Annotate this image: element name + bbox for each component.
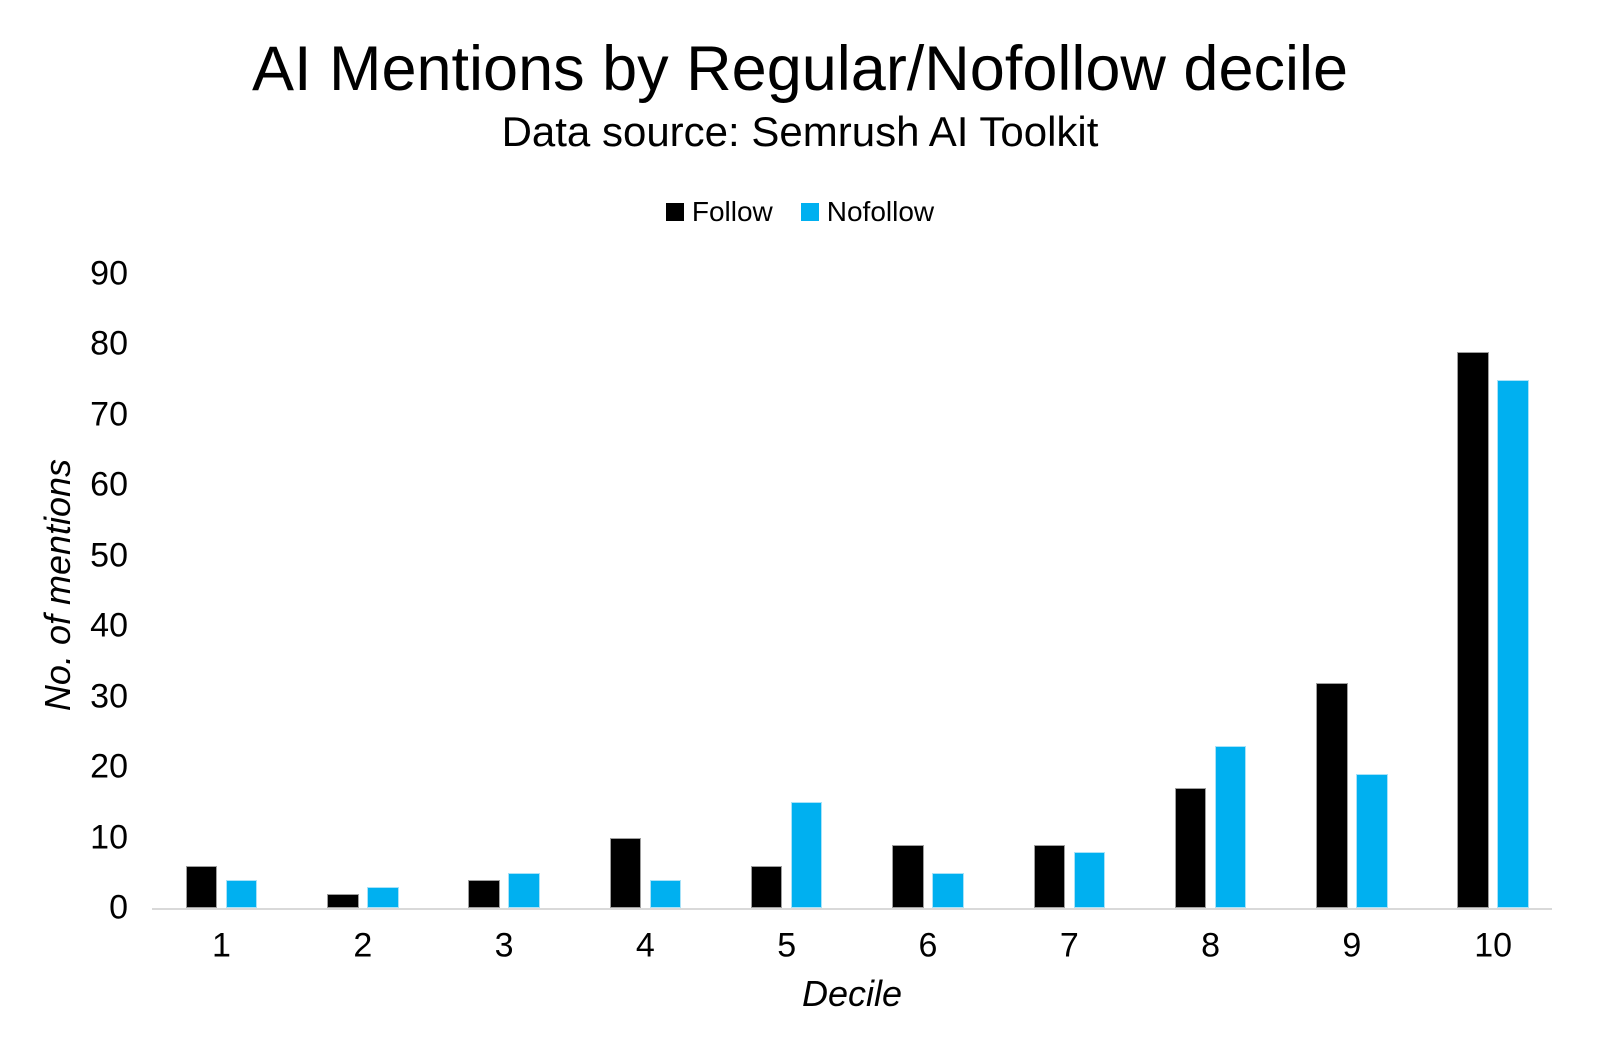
- bar-nofollow-decile-3: [508, 872, 540, 908]
- bar-follow-decile-4: [609, 837, 642, 908]
- y-tick-label-90: 90: [90, 254, 128, 293]
- x-tick-label-2: 2: [353, 926, 373, 965]
- x-tick-label-1: 1: [212, 926, 231, 965]
- x-tick-label-7: 7: [1059, 926, 1079, 965]
- bar-follow-decile-8: [1174, 788, 1207, 908]
- legend-item-nofollow: Nofollow: [800, 196, 935, 228]
- y-tick-label-50: 50: [90, 536, 128, 575]
- bar-follow-decile-2: [327, 893, 359, 908]
- bar-follow-decile-1: [185, 865, 218, 908]
- x-tick-label-8: 8: [1201, 926, 1221, 965]
- legend-swatch-follow-icon: [665, 203, 684, 221]
- bar-follow-decile-3: [468, 879, 500, 908]
- x-tick-label-4: 4: [635, 926, 655, 965]
- bar-follow-decile-6: [892, 844, 924, 908]
- chart-subtitle: Data source: Semrush AI Toolkit: [501, 108, 1099, 155]
- bar-follow-decile-9: [1316, 682, 1348, 908]
- chart-title: AI Mentions by Regular/Nofollow decile: [251, 34, 1349, 104]
- y-tick-label-30: 30: [90, 677, 128, 716]
- y-tick-label-10: 10: [90, 818, 128, 857]
- bar-nofollow-decile-4: [649, 879, 682, 908]
- y-tick-label-40: 40: [90, 606, 128, 645]
- bar-nofollow-decile-6: [932, 872, 964, 908]
- x-tick-label-3: 3: [494, 926, 514, 965]
- y-tick-label-20: 20: [90, 747, 128, 786]
- x-axis-line: [152, 908, 1552, 910]
- legend: Follow Nofollow: [0, 196, 1600, 228]
- legend-label-follow: Follow: [691, 196, 773, 227]
- x-tick-label-10: 10: [1474, 926, 1513, 965]
- y-tick-label-80: 80: [90, 324, 128, 363]
- bar-nofollow-decile-9: [1356, 774, 1388, 908]
- y-tick-label-70: 70: [90, 395, 128, 434]
- bar-follow-decile-5: [750, 865, 783, 908]
- bar-nofollow-decile-10: [1497, 379, 1529, 908]
- x-tick-label-5: 5: [777, 926, 797, 965]
- x-tick-label-9: 9: [1342, 926, 1362, 965]
- bar-follow-decile-10: [1457, 351, 1489, 908]
- bar-nofollow-decile-7: [1073, 851, 1106, 908]
- bar-nofollow-decile-1: [225, 879, 258, 908]
- legend-swatch-nofollow-icon: [800, 203, 819, 221]
- bar-follow-decile-7: [1033, 844, 1066, 908]
- x-tick-label-6: 6: [918, 926, 938, 965]
- y-tick-label-60: 60: [90, 465, 128, 504]
- bar-nofollow-decile-2: [367, 886, 399, 908]
- y-tick-label-0: 0: [109, 888, 128, 927]
- plot-area: [152, 274, 1552, 910]
- bar-nofollow-decile-5: [790, 802, 823, 908]
- bar-nofollow-decile-8: [1214, 745, 1247, 908]
- legend-item-follow: Follow: [665, 196, 773, 228]
- legend-label-nofollow: Nofollow: [826, 196, 935, 227]
- x-axis-title: Decile: [801, 973, 903, 1014]
